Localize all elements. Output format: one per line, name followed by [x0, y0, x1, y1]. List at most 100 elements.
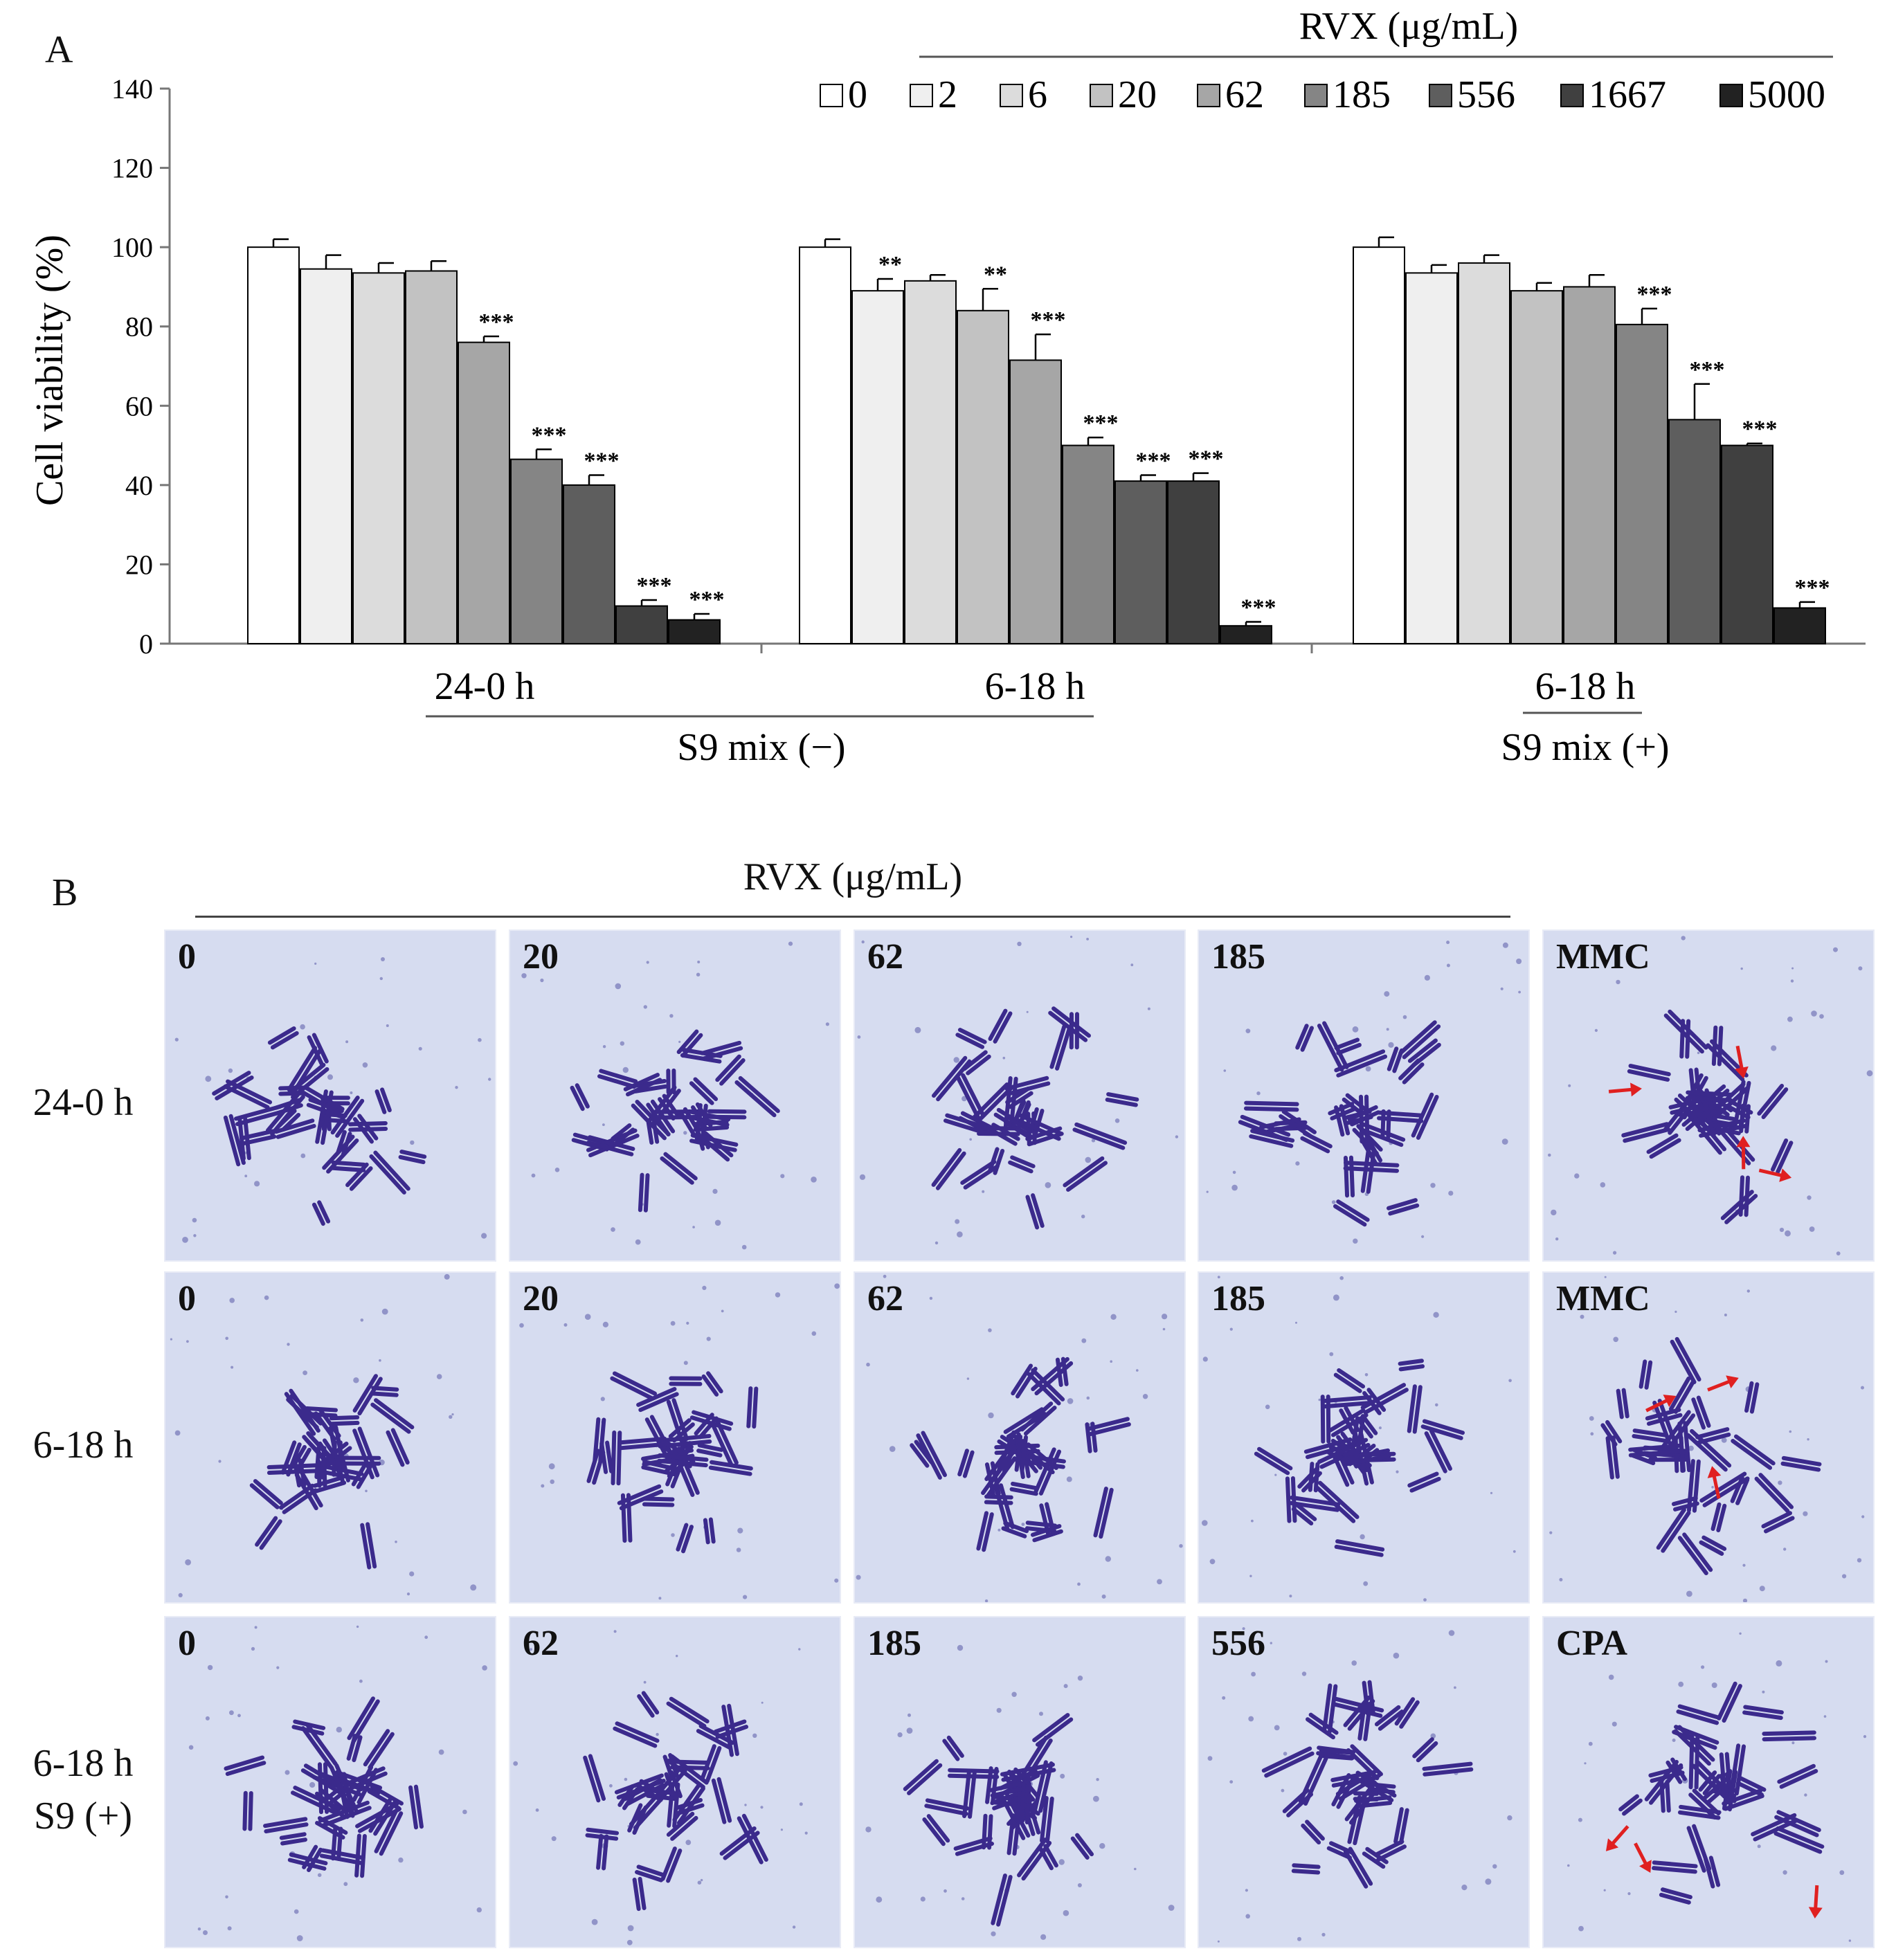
debris-speck	[482, 1665, 487, 1671]
debris-speck	[1378, 1426, 1382, 1430]
chromatid	[1679, 1019, 1686, 1059]
debris-speck	[683, 1131, 687, 1135]
chromatid	[1024, 1781, 1031, 1824]
chromatid	[1019, 1781, 1026, 1824]
chromosome	[637, 1691, 660, 1718]
chromatid	[1008, 1160, 1033, 1174]
debris-speck	[444, 1273, 450, 1280]
debris-speck	[1339, 1276, 1344, 1280]
debris-speck	[1603, 1889, 1606, 1891]
chromosome	[1334, 1104, 1351, 1137]
debris-speck	[834, 1578, 839, 1583]
chromatid	[1773, 1831, 1823, 1854]
chromatid	[371, 1386, 399, 1392]
debris-speck	[1157, 1579, 1162, 1585]
debris-speck	[741, 1244, 747, 1250]
significance-mark: **	[984, 262, 1007, 287]
chromosome	[1049, 1024, 1072, 1071]
chromatid	[1342, 1097, 1364, 1116]
debris-speck	[1217, 1940, 1220, 1943]
debris-speck	[697, 961, 701, 963]
chromosome	[623, 1073, 662, 1097]
debris-speck	[1245, 1889, 1248, 1892]
debris-speck	[1229, 1327, 1233, 1331]
debris-speck	[470, 1584, 477, 1591]
debris-speck	[540, 978, 544, 983]
debris-speck	[799, 1802, 803, 1806]
chromatid	[942, 1739, 960, 1761]
debris-speck	[622, 1067, 629, 1073]
chromatid	[1363, 1701, 1373, 1741]
chromatid	[1708, 1855, 1721, 1887]
chromatid	[616, 1431, 622, 1486]
chromatid	[1671, 1496, 1698, 1507]
chromatid	[926, 1814, 950, 1843]
debris-speck	[611, 1227, 615, 1232]
debris-speck	[563, 1323, 568, 1327]
chromosome	[1731, 1434, 1776, 1470]
legend-label: 1667	[1589, 73, 1666, 116]
chromatid	[1652, 1860, 1698, 1869]
chromosome	[1398, 1058, 1425, 1085]
debris-speck	[1742, 1563, 1746, 1567]
chromosome	[1334, 1539, 1385, 1557]
debris-speck	[205, 1076, 212, 1082]
chromatid	[1244, 1100, 1299, 1107]
chromatid	[1695, 1427, 1730, 1440]
chromosome	[370, 1386, 399, 1397]
chromatid	[1616, 1388, 1624, 1419]
chromatid	[352, 1374, 378, 1413]
chromatid	[1402, 1062, 1425, 1085]
chromatid	[1014, 1434, 1023, 1472]
debris-speck	[185, 1559, 191, 1566]
chromosome	[737, 1813, 768, 1864]
chromatid	[263, 1817, 308, 1829]
chromatid	[1710, 1502, 1722, 1532]
chromosome	[287, 1852, 328, 1871]
chromosome	[286, 1393, 323, 1430]
chromatid	[660, 1846, 677, 1881]
debris-speck	[1785, 1230, 1791, 1237]
chromosome	[1730, 1476, 1750, 1505]
tile-dose-label: 62	[867, 1279, 903, 1318]
chromatid	[1771, 1138, 1789, 1172]
chromatid	[680, 1525, 694, 1554]
arrow-head	[1630, 1082, 1642, 1097]
chromosome	[672, 1783, 705, 1825]
chromosome	[1087, 1417, 1131, 1437]
significance-mark: ***	[1742, 417, 1778, 442]
chromatid	[1362, 1851, 1386, 1869]
chromosome	[1627, 1064, 1671, 1082]
chromatid	[1724, 1194, 1758, 1224]
legend-label: 20	[1118, 73, 1157, 116]
chromatid	[1326, 1394, 1331, 1444]
chromatid	[708, 1517, 716, 1544]
debris-speck	[170, 1338, 172, 1341]
chromosome	[1698, 1770, 1722, 1795]
chromatid	[1682, 1532, 1713, 1572]
chromatid	[1300, 1026, 1314, 1052]
legend-swatch	[1090, 84, 1113, 107]
chromosome-spread	[1548, 936, 1873, 1255]
debris-speck	[602, 1123, 605, 1126]
debris-speck	[736, 1548, 741, 1552]
chromatid	[1701, 1535, 1727, 1551]
debris-speck	[1688, 1445, 1694, 1451]
chromatid	[233, 1105, 282, 1121]
chromosome	[642, 1496, 675, 1507]
chromatid	[924, 1804, 968, 1816]
debris-speck	[1807, 1438, 1809, 1441]
chromatid	[955, 1033, 985, 1049]
row-label-line: S9 (+)	[33, 1795, 133, 1838]
chromatid	[1330, 1770, 1374, 1783]
bracket-label: S9 mix (−)	[677, 726, 845, 769]
chromatid	[626, 1493, 633, 1543]
debris-speck	[1779, 1227, 1785, 1233]
chromatid	[960, 1159, 997, 1185]
chromatid	[678, 1109, 696, 1136]
bar	[851, 290, 904, 644]
chromatid	[1422, 1761, 1473, 1771]
chromosome	[304, 1433, 335, 1466]
chromatid	[390, 1428, 410, 1465]
chromatid	[1331, 1452, 1350, 1487]
